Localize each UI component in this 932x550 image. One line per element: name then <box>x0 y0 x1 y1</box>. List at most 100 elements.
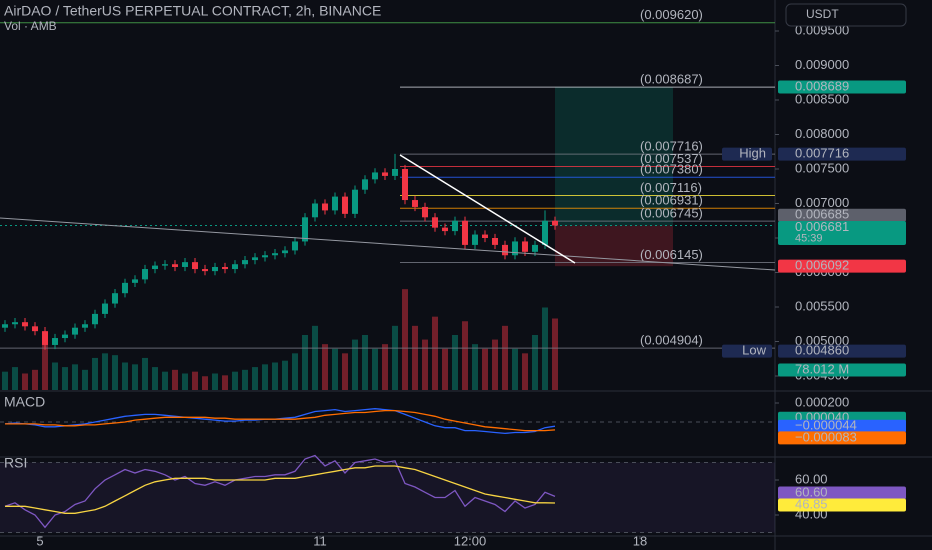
volume-bar <box>362 335 368 390</box>
candle-body <box>282 250 288 254</box>
price-pill-label: 78.012 M <box>795 361 849 376</box>
target-zone <box>555 86 673 226</box>
volume-bar <box>312 325 318 390</box>
level-label: (0.006931) <box>640 193 703 208</box>
volume-bar <box>132 364 138 390</box>
candle-body <box>292 241 298 251</box>
y-tick-label: 0.007500 <box>795 160 849 175</box>
candle-body <box>372 172 378 180</box>
candle-body <box>522 241 528 252</box>
candle-body <box>52 338 58 345</box>
candle-body <box>382 172 388 176</box>
price-pill <box>778 147 906 161</box>
volume-bar <box>502 325 508 390</box>
indicator-line <box>4 454 556 529</box>
price-pill <box>778 419 906 433</box>
candle-body <box>542 220 548 245</box>
indicator-line <box>5 409 556 432</box>
volume-bar <box>282 360 288 390</box>
y-tick-label: 0.008500 <box>795 91 849 106</box>
volume-bar <box>322 344 328 390</box>
volume-bar <box>342 353 348 390</box>
y-tick-label: 0.007000 <box>795 195 849 210</box>
level-label: (0.007116) <box>640 180 702 195</box>
price-pill-label: 0.004860 <box>795 343 849 358</box>
y-tick-label: 0.000200 <box>795 394 849 409</box>
volume-bar <box>32 369 38 390</box>
candle-body <box>132 279 138 283</box>
y-tick-label: 0.009000 <box>795 57 849 72</box>
level-label: (0.007380) <box>640 162 703 177</box>
candle-body <box>482 234 488 238</box>
currency-button[interactable] <box>785 3 907 27</box>
level-label: (0.006745) <box>640 206 703 221</box>
volume-bar <box>542 307 548 390</box>
volume-bar <box>442 348 448 390</box>
price-pill-label: 0.006092 <box>795 258 849 273</box>
volume-bar <box>222 375 228 390</box>
volume-bar <box>412 325 418 390</box>
candle-body <box>252 257 258 261</box>
price-pill-label: 0.007716 <box>795 146 849 161</box>
candle-body <box>242 260 248 265</box>
candle-body <box>232 264 238 270</box>
candle-body <box>202 269 208 272</box>
level-label: (0.006145) <box>640 247 703 262</box>
volume-bar <box>532 335 538 390</box>
volume-bar <box>302 335 308 390</box>
candle-body <box>182 262 188 267</box>
volume-bar <box>292 353 298 390</box>
candle-body <box>332 196 338 211</box>
x-tick-label: 18 <box>633 533 647 548</box>
volume-bar <box>172 369 178 390</box>
candle-body <box>92 313 98 325</box>
candle-body <box>172 264 178 267</box>
volume-bar <box>82 369 88 390</box>
rsi-band <box>0 462 775 533</box>
candle-body <box>42 331 48 345</box>
volume-bar <box>72 364 78 390</box>
volume-bar <box>452 335 458 390</box>
level-label: (0.008687) <box>640 72 703 87</box>
trend-line <box>0 217 776 271</box>
candle-body <box>262 255 268 258</box>
pill-name-bg <box>722 344 772 358</box>
pane-title: RSI <box>4 455 27 471</box>
volume-bar <box>252 367 258 390</box>
volume-bar <box>62 367 68 390</box>
volume-bar <box>182 373 188 390</box>
candle-body <box>392 169 398 176</box>
candle-body <box>32 326 38 332</box>
price-pill <box>778 498 906 512</box>
candle-body <box>22 322 28 327</box>
volume-bar <box>552 318 558 390</box>
currency-label[interactable]: USDT <box>806 7 839 21</box>
indicator-line <box>5 465 556 514</box>
candle-body <box>442 227 448 232</box>
pill-name-bg <box>722 147 772 161</box>
price-pill <box>778 221 906 246</box>
candle-body <box>102 303 108 314</box>
volume-bar <box>52 362 58 390</box>
volume-bar <box>202 376 208 390</box>
candle-body <box>142 269 148 280</box>
candle-body <box>212 266 218 272</box>
y-tick-label: 0.008000 <box>795 126 849 141</box>
candle-body <box>72 327 78 335</box>
candle-body <box>512 241 518 256</box>
volume-bar <box>272 362 278 390</box>
level-label: (0.007537) <box>640 151 703 166</box>
candle-body <box>352 189 358 214</box>
level-label: (0.004904) <box>640 333 703 348</box>
trend-line <box>399 154 576 264</box>
volume-bar <box>142 357 148 390</box>
volume-bar <box>402 289 408 390</box>
level-label: (0.007716) <box>640 139 703 154</box>
candle-body <box>162 264 168 266</box>
candle-body <box>362 179 368 190</box>
price-pill-label: 0.006685 <box>795 207 849 222</box>
volume-bar <box>212 373 218 390</box>
candle-body <box>472 234 478 245</box>
